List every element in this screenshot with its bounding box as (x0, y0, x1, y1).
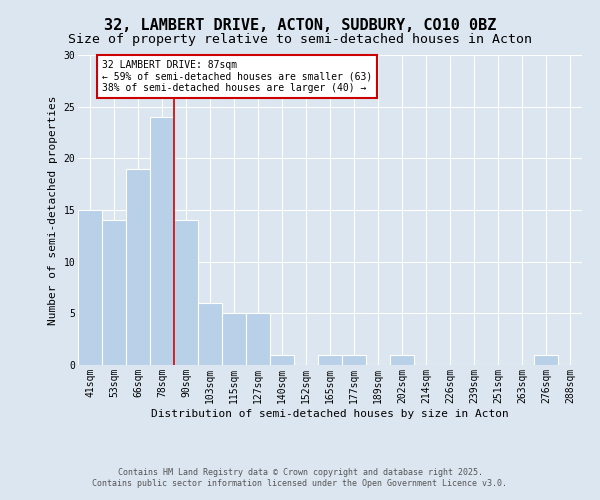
Bar (270, 354, 294, 365)
Text: 32, LAMBERT DRIVE, ACTON, SUDBURY, CO10 0BZ: 32, LAMBERT DRIVE, ACTON, SUDBURY, CO10 … (104, 18, 496, 32)
Text: 32 LAMBERT DRIVE: 87sqm
← 59% of semi-detached houses are smaller (63)
38% of se: 32 LAMBERT DRIVE: 87sqm ← 59% of semi-de… (102, 60, 372, 94)
Bar (126, 168, 150, 365)
Bar (102, 220, 126, 365)
Text: Size of property relative to semi-detached houses in Acton: Size of property relative to semi-detach… (68, 32, 532, 46)
Bar (318, 354, 342, 365)
X-axis label: Distribution of semi-detached houses by size in Acton: Distribution of semi-detached houses by … (151, 408, 509, 418)
Y-axis label: Number of semi-detached properties: Number of semi-detached properties (48, 95, 58, 325)
Bar (246, 314, 270, 365)
Bar (78, 210, 102, 365)
Text: Contains HM Land Registry data © Crown copyright and database right 2025.
Contai: Contains HM Land Registry data © Crown c… (92, 468, 508, 487)
Bar (390, 354, 414, 365)
Bar (174, 220, 198, 365)
Bar (534, 354, 558, 365)
Bar (222, 314, 246, 365)
Bar (342, 354, 366, 365)
Bar (198, 303, 222, 365)
Bar (150, 117, 174, 365)
